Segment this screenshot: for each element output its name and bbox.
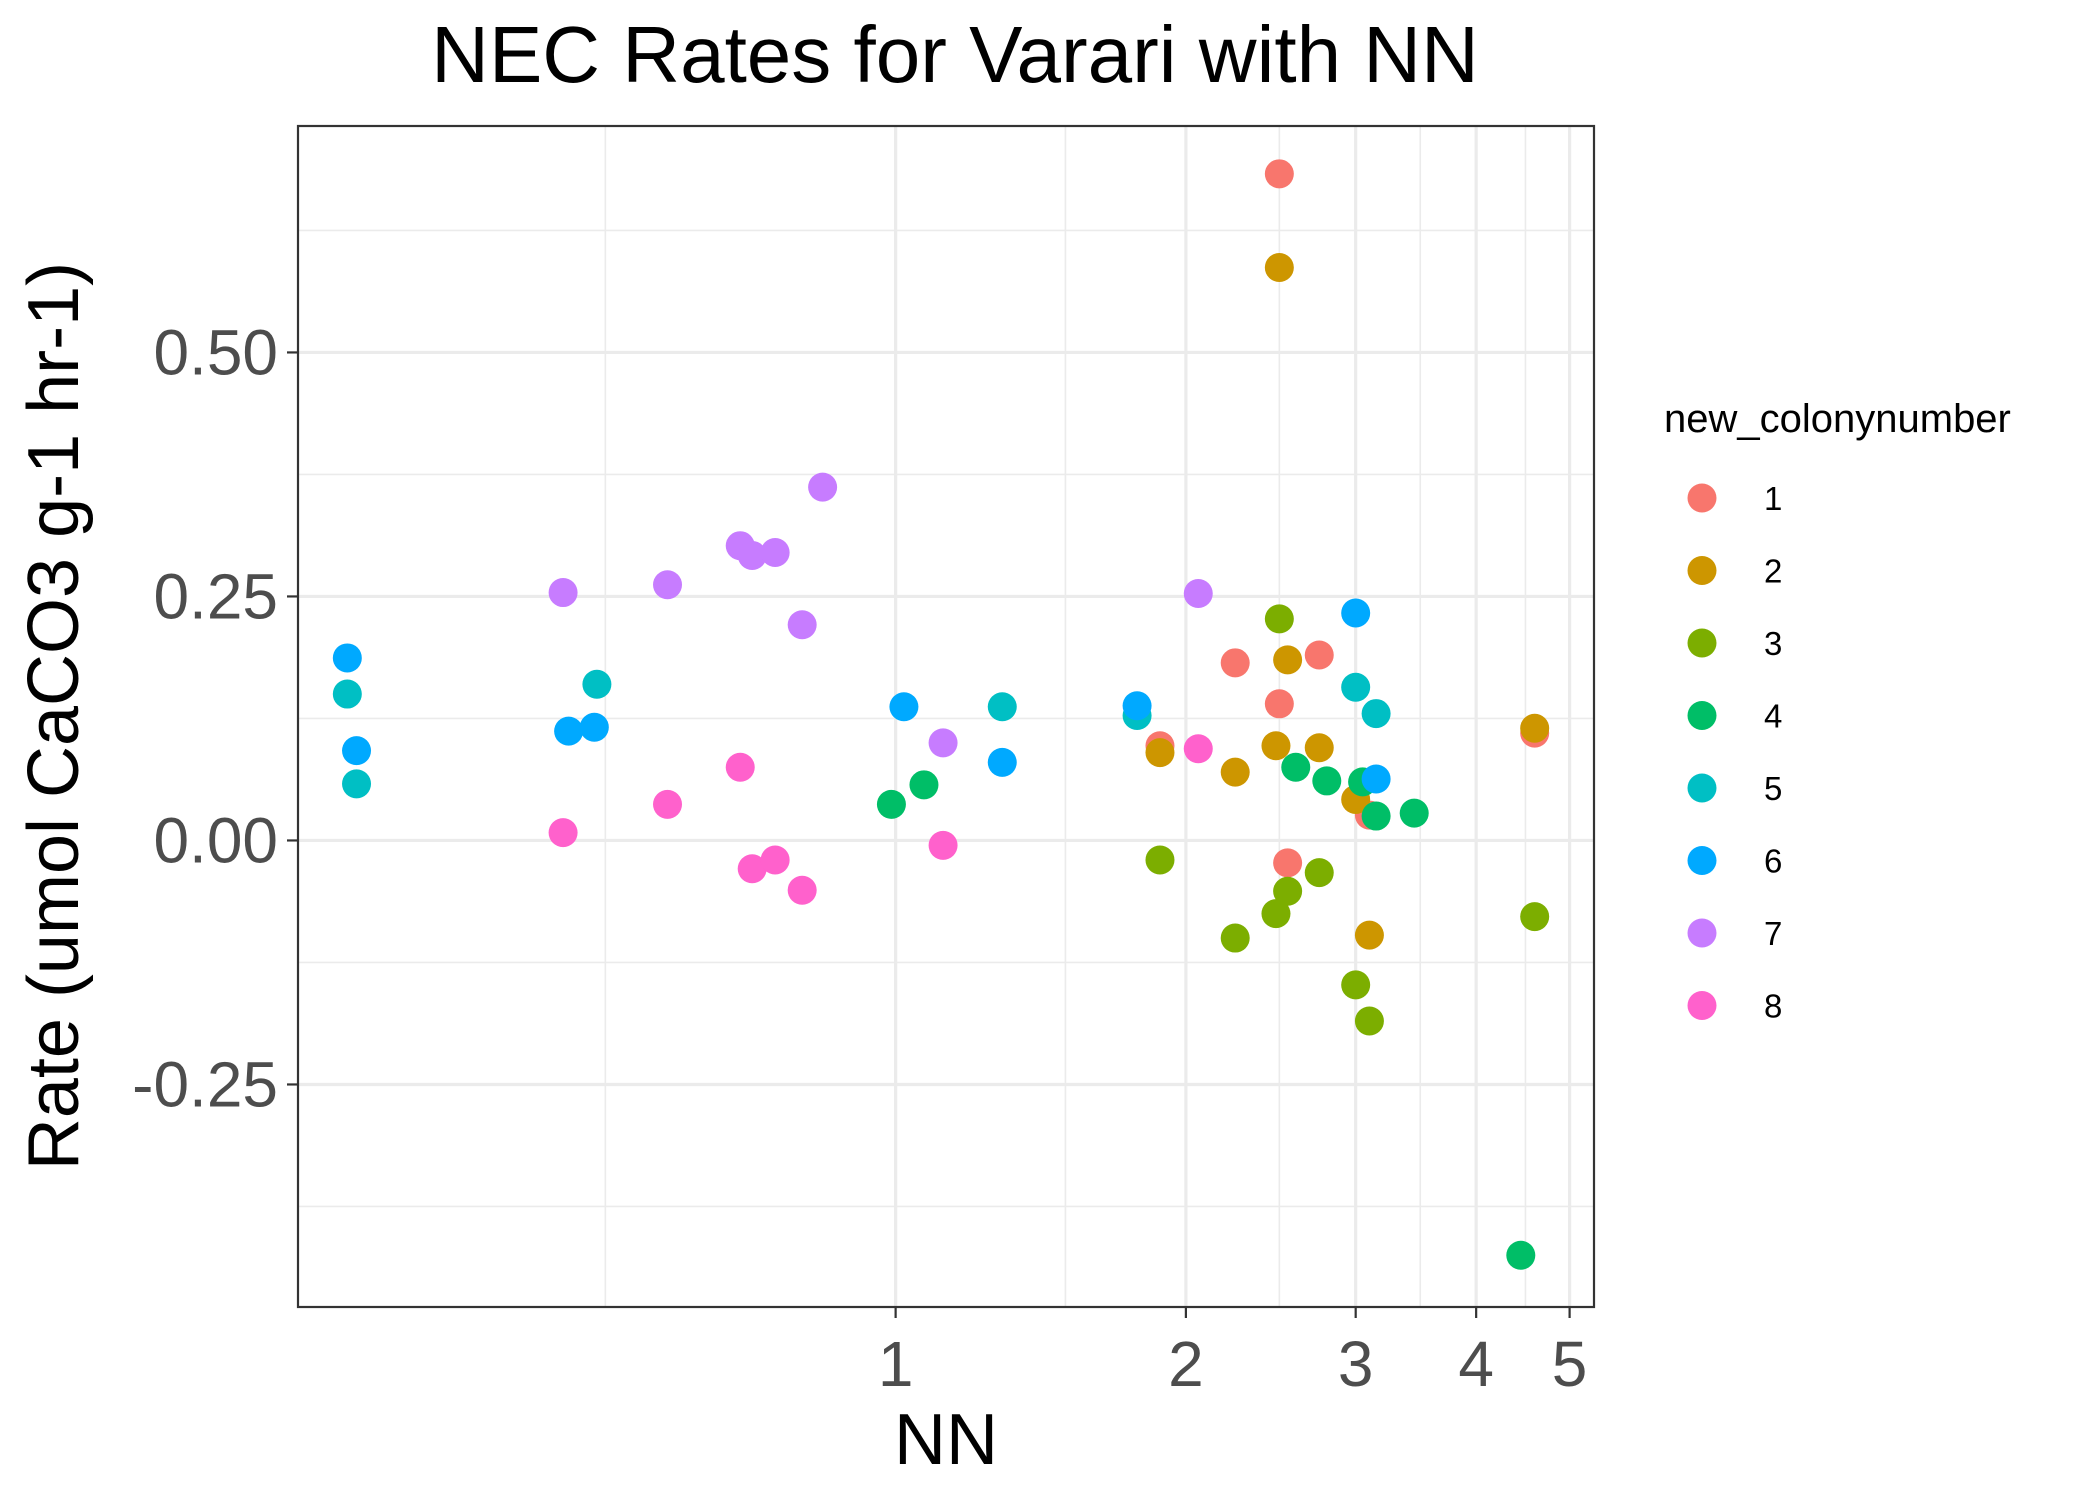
data-point-colony-8 bbox=[548, 818, 578, 848]
data-point-colony-3 bbox=[1354, 1006, 1384, 1036]
data-point-colony-7 bbox=[928, 728, 958, 758]
x-tick-label: 4 bbox=[1458, 1328, 1494, 1400]
data-point-colony-5 bbox=[987, 692, 1017, 722]
data-point-colony-8 bbox=[787, 875, 817, 905]
legend-key-7 bbox=[1687, 918, 1717, 948]
data-point-colony-4 bbox=[909, 770, 939, 800]
data-point-colony-3 bbox=[1341, 970, 1371, 1000]
data-point-colony-6 bbox=[1341, 598, 1371, 628]
legend-label-2: 2 bbox=[1764, 553, 1782, 590]
data-point-colony-6 bbox=[1361, 764, 1391, 794]
data-point-colony-5 bbox=[332, 679, 362, 709]
data-point-colony-7 bbox=[1183, 579, 1213, 609]
data-point-colony-7 bbox=[787, 610, 817, 640]
data-point-colony-5 bbox=[582, 669, 612, 699]
data-point-colony-3 bbox=[1264, 604, 1294, 634]
data-point-colony-7 bbox=[653, 570, 683, 600]
y-tick-label: 0.50 bbox=[153, 316, 278, 388]
data-point-colony-8 bbox=[653, 789, 683, 819]
data-point-colony-3 bbox=[1520, 902, 1550, 932]
data-point-colony-1 bbox=[1273, 848, 1303, 878]
legend-label-5: 5 bbox=[1764, 770, 1782, 807]
data-point-colony-7 bbox=[808, 472, 838, 502]
data-point-colony-3 bbox=[1145, 845, 1175, 875]
data-point-colony-6 bbox=[987, 747, 1017, 777]
data-point-colony-6 bbox=[342, 736, 372, 766]
y-axis: 0.50 0.25 0.00 -0.25 bbox=[132, 316, 298, 1120]
legend-label-7: 7 bbox=[1764, 915, 1782, 952]
data-point-colony-3 bbox=[1261, 899, 1291, 929]
legend-title: new_colonynumber bbox=[1664, 397, 2011, 441]
data-point-colony-1 bbox=[1264, 689, 1294, 719]
legend-label-8: 8 bbox=[1764, 988, 1782, 1025]
data-point-colony-8 bbox=[928, 830, 958, 860]
data-point-colony-6 bbox=[554, 716, 584, 746]
data-point-colony-2 bbox=[1264, 253, 1294, 283]
legend: new_colonynumber 1 2 3 4 5 6 7 8 bbox=[1664, 397, 2011, 1025]
data-point-colony-3 bbox=[1220, 923, 1250, 953]
legend-key-2 bbox=[1687, 556, 1717, 585]
minor-gridlines bbox=[298, 126, 1594, 1307]
data-point-colony-8 bbox=[760, 845, 790, 875]
y-tick-label: 0.25 bbox=[153, 560, 278, 632]
data-point-colony-7 bbox=[737, 540, 767, 570]
data-point-colony-6 bbox=[332, 643, 362, 673]
x-axis-title: NN bbox=[894, 1400, 998, 1480]
data-point-colony-8 bbox=[725, 752, 755, 782]
data-point-colony-2 bbox=[1520, 713, 1550, 743]
data-point-colony-4 bbox=[1312, 766, 1342, 796]
data-point-colony-5 bbox=[1361, 699, 1391, 729]
data-point-colony-7 bbox=[548, 578, 578, 608]
data-point-colony-6 bbox=[1122, 691, 1152, 721]
data-point-colony-4 bbox=[876, 789, 906, 819]
data-point-colony-4 bbox=[1506, 1240, 1536, 1270]
x-tick-label: 5 bbox=[1552, 1328, 1588, 1400]
legend-key-4 bbox=[1687, 701, 1717, 730]
x-tick-label: 3 bbox=[1338, 1328, 1374, 1400]
legend-label-6: 6 bbox=[1764, 843, 1782, 880]
data-point-colony-6 bbox=[889, 692, 919, 722]
data-point-colony-4 bbox=[1281, 752, 1311, 782]
y-tick-label: -0.25 bbox=[132, 1048, 278, 1120]
y-axis-title: Rate (umol CaCO3 g-1 hr-1) bbox=[14, 262, 94, 1170]
data-point-colony-6 bbox=[579, 712, 609, 742]
data-point-colony-8 bbox=[1183, 734, 1213, 764]
data-point-colony-8 bbox=[737, 854, 767, 884]
data-point-colony-2 bbox=[1354, 920, 1384, 950]
x-tick-label: 1 bbox=[878, 1328, 914, 1400]
data-point-colony-2 bbox=[1304, 733, 1334, 763]
legend-key-3 bbox=[1687, 628, 1717, 658]
legend-label-4: 4 bbox=[1764, 698, 1782, 735]
legend-key-1 bbox=[1687, 483, 1717, 513]
data-point-colony-7 bbox=[760, 538, 790, 568]
data-point-colony-5 bbox=[342, 769, 372, 799]
data-point-colony-1 bbox=[1304, 640, 1334, 670]
data-point-colony-2 bbox=[1273, 645, 1303, 675]
x-tick-label: 2 bbox=[1168, 1328, 1204, 1400]
data-point-colony-1 bbox=[1220, 648, 1250, 678]
data-point-colony-4 bbox=[1361, 801, 1391, 831]
data-point-colony-5 bbox=[1341, 672, 1371, 702]
legend-key-8 bbox=[1687, 991, 1717, 1020]
data-point-colony-2 bbox=[1220, 757, 1250, 787]
legend-label-1: 1 bbox=[1764, 480, 1782, 517]
legend-items: 1 2 3 4 5 6 7 8 bbox=[1687, 480, 1782, 1025]
data-point-colony-3 bbox=[1273, 876, 1303, 906]
data-point-colony-3 bbox=[1304, 858, 1334, 888]
chart-title: NEC Rates for Varari with NN bbox=[431, 10, 1479, 99]
legend-key-5 bbox=[1687, 773, 1717, 803]
data-point-colony-1 bbox=[1264, 159, 1294, 189]
data-points bbox=[332, 159, 1550, 1270]
data-point-colony-2 bbox=[1145, 738, 1175, 768]
legend-key-6 bbox=[1687, 846, 1717, 875]
panel-border bbox=[296, 124, 1596, 1309]
data-point-colony-2 bbox=[1261, 731, 1291, 761]
legend-label-3: 3 bbox=[1764, 625, 1782, 662]
y-tick-label: 0.00 bbox=[153, 804, 278, 876]
data-point-colony-4 bbox=[1399, 798, 1429, 828]
